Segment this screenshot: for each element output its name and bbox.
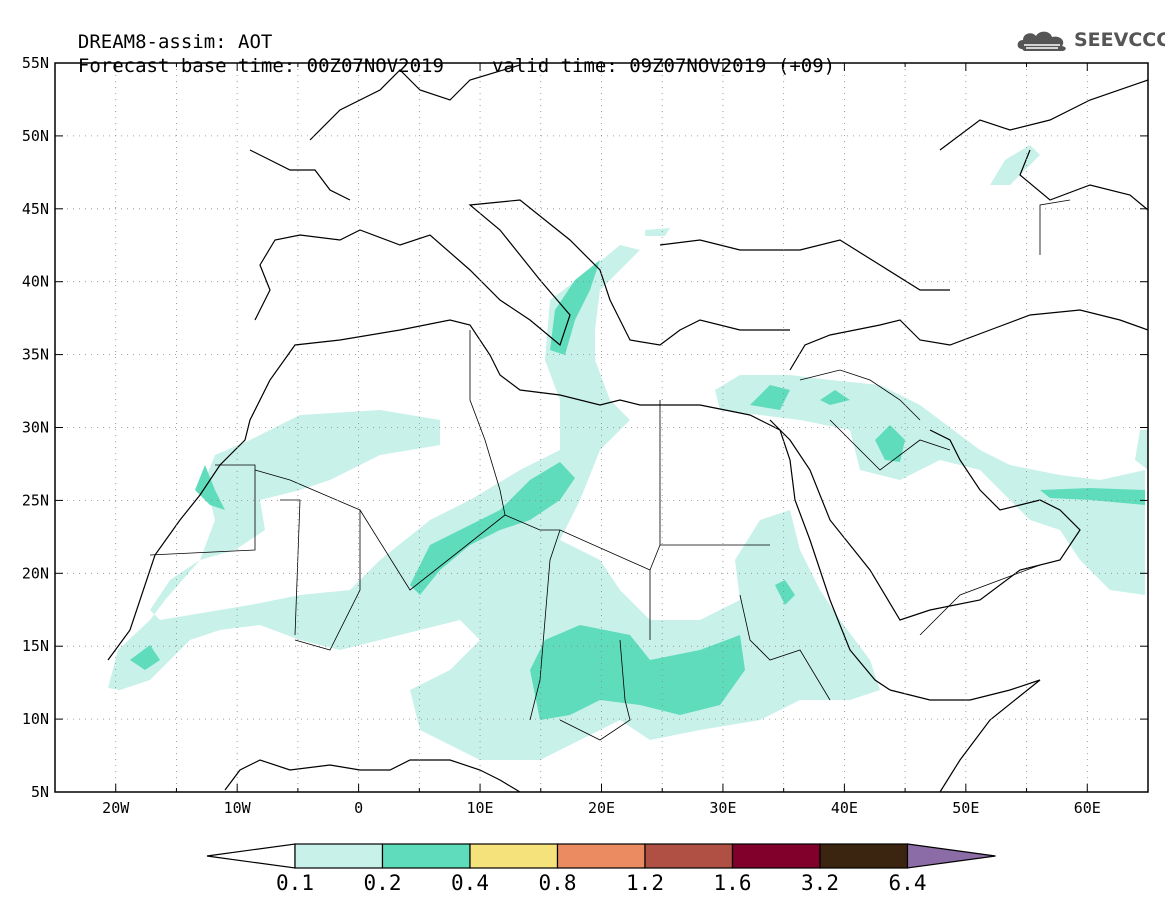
lat-tick-label: 20N bbox=[22, 564, 49, 582]
map-subtitle: Forecast base time: 00Z07NOV2019 valid ti… bbox=[55, 33, 835, 77]
lon-tick-label: 20E bbox=[588, 799, 615, 817]
colorbar-box bbox=[381, 843, 471, 869]
colorbar-label: 1.6 bbox=[714, 871, 752, 895]
base-time: Forecast base time: 00Z07NOV2019 bbox=[77, 55, 444, 77]
colorbar-box bbox=[556, 843, 646, 869]
colorbar-label: 6.4 bbox=[889, 871, 927, 895]
colorbar-box bbox=[731, 843, 821, 869]
lat-tick-label: 45N bbox=[22, 200, 49, 218]
logo-text: SEEVCCC bbox=[1074, 29, 1165, 51]
lon-tick-label: 20W bbox=[102, 799, 130, 817]
lat-tick-label: 40N bbox=[22, 273, 49, 291]
map-title: DREAM8-assim: AOT bbox=[55, 9, 272, 53]
colorbar-box bbox=[644, 843, 734, 869]
lat-tick-label: 35N bbox=[22, 346, 49, 364]
aot-colorbar: 0.1 0.2 0.4 0.8 1.2 1.6 3.2 6.4 bbox=[206, 843, 996, 895]
colorbar-box bbox=[819, 843, 909, 869]
lat-tick-label: 5N bbox=[31, 783, 49, 801]
colorbar-label: 0.1 bbox=[276, 871, 314, 895]
colorbar-arrow-right bbox=[906, 843, 996, 869]
lat-tick-label: 15N bbox=[22, 637, 49, 655]
valid-time: valid time: 09Z07NOV2019 (+09) bbox=[491, 55, 836, 77]
colorbar-label: 0.8 bbox=[539, 871, 577, 895]
title-text: DREAM8-assim: AOT bbox=[77, 31, 273, 53]
colorbar-label: 0.2 bbox=[364, 871, 402, 895]
lon-tick-label: 50E bbox=[952, 799, 979, 817]
lon-tick-label: 0 bbox=[354, 799, 363, 817]
lon-tick-label: 10E bbox=[467, 799, 494, 817]
latitude-axis: 55N 50N 45N 40N 35N 30N 25N 20N 15N 10N 5N bbox=[22, 54, 1148, 801]
colorbar-box bbox=[294, 843, 384, 869]
longitude-axis: 20W 10W 0 10E 20E 30E 40E 50E 60E bbox=[54, 63, 1149, 817]
seevccc-logo: SEEVCCC bbox=[1016, 26, 1165, 54]
borders bbox=[149, 199, 1071, 741]
lon-tick-label: 30E bbox=[709, 799, 736, 817]
lat-tick-label: 55N bbox=[22, 54, 49, 72]
colorbar-label: 3.2 bbox=[801, 871, 839, 895]
lat-tick-label: 50N bbox=[22, 127, 49, 145]
lat-tick-label: 10N bbox=[22, 710, 49, 728]
cloud-icon bbox=[1017, 31, 1066, 51]
colorbar-label: 0.4 bbox=[451, 871, 489, 895]
graticule-grid bbox=[55, 63, 1148, 792]
colorbar-label: 1.2 bbox=[626, 871, 664, 895]
lat-tick-label: 25N bbox=[22, 491, 49, 509]
lat-tick-label: 30N bbox=[22, 419, 49, 437]
colorbar-arrow-left bbox=[206, 843, 296, 869]
lon-tick-label: 40E bbox=[831, 799, 858, 817]
aot-shading-mid bbox=[130, 260, 1145, 720]
colorbar-box bbox=[469, 843, 559, 869]
lon-tick-label: 10W bbox=[224, 799, 252, 817]
lon-tick-label: 60E bbox=[1074, 799, 1101, 817]
